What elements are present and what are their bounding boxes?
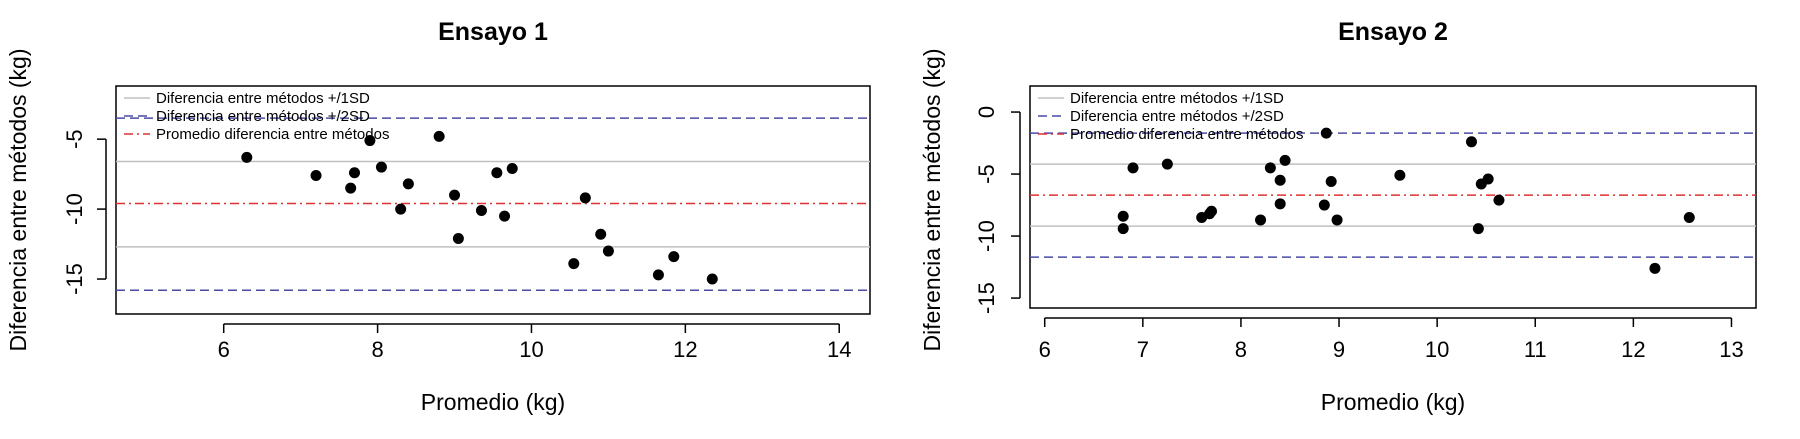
data-point [1117, 223, 1129, 235]
data-point [491, 167, 503, 179]
x-axis-label: Promedio (kg) [421, 389, 565, 415]
data-point [1325, 175, 1337, 187]
x-tick-label: 7 [1137, 337, 1149, 362]
x-tick-label: 6 [1039, 337, 1051, 362]
data-point [1206, 205, 1217, 217]
data-point [1117, 210, 1129, 222]
y-tick-label: -15 [974, 282, 999, 314]
legend: Diferencia entre métodos +/1SDDiferencia… [1038, 90, 1303, 143]
legend-entry: Diferencia entre métodos +/2SD [156, 108, 370, 125]
data-point [345, 182, 357, 194]
data-point [1274, 174, 1286, 186]
data-points [1117, 127, 1695, 274]
data-point [1465, 136, 1477, 148]
data-point [1127, 162, 1139, 174]
data-point [506, 163, 518, 175]
x-tick-label: 9 [1333, 337, 1345, 362]
y-tick-label: -5 [62, 129, 87, 149]
x-tick-label: 12 [673, 337, 697, 362]
data-point [1274, 198, 1286, 210]
data-point [310, 170, 322, 182]
data-point [449, 189, 461, 201]
plot-area [115, 85, 871, 315]
data-point [568, 258, 580, 270]
data-point [579, 192, 591, 204]
legend-entry: Diferencia entre métodos +/2SD [1070, 108, 1284, 125]
reference-lines [116, 117, 870, 291]
data-points [241, 130, 718, 285]
data-point [602, 245, 614, 257]
legend-entry: Diferencia entre métodos +/1SD [156, 90, 370, 107]
x-axis-label: Promedio (kg) [1321, 389, 1465, 415]
data-point [1482, 173, 1494, 185]
data-point [1318, 199, 1330, 211]
data-point [1279, 154, 1291, 166]
reference-lines [1030, 132, 1756, 258]
data-point [668, 251, 680, 263]
data-point [706, 273, 718, 285]
x-tick-label: 10 [519, 337, 543, 362]
y-tick-label: -15 [62, 263, 87, 295]
data-point [349, 167, 361, 179]
y-tick-label: -10 [62, 193, 87, 225]
x-tick-label: 8 [1235, 337, 1247, 362]
x-tick-label: 12 [1621, 337, 1645, 362]
x-tick-label: 10 [1425, 337, 1449, 362]
chart-ensayo-2: Ensayo 2 6 7 8 9 10 11 12 13 0 -5 -10 -15 Diferenc… [919, 18, 1757, 415]
x-tick-label: 8 [371, 337, 383, 362]
data-point [1331, 214, 1343, 226]
data-point [395, 203, 407, 215]
x-tick-label: 11 [1524, 337, 1547, 362]
legend-entry: Diferencia entre métodos +/1SD [1070, 90, 1284, 107]
data-point [452, 232, 464, 244]
legend-entry: Promedio diferencia entre métodos [1070, 126, 1303, 143]
data-point [595, 228, 607, 240]
x-axis: 6 8 10 12 14 [218, 323, 851, 362]
chart-ensayo-1: Ensayo 1 6 8 10 12 14 -5 -10 -15 Diferencia en… [5, 18, 871, 415]
data-point [1394, 169, 1406, 181]
legend: Diferencia entre métodos +/1SDDiferencia… [124, 90, 389, 143]
data-point [1255, 214, 1267, 226]
data-point [375, 161, 387, 173]
x-tick-label: 14 [827, 337, 851, 362]
legend-entry: Promedio diferencia entre métodos [156, 126, 389, 143]
plot-area [1029, 85, 1757, 309]
data-point [1493, 194, 1505, 206]
data-point [364, 135, 376, 147]
data-point [475, 204, 487, 216]
y-tick-label: 0 [974, 106, 999, 118]
chart-title: Ensayo 2 [1338, 18, 1448, 46]
y-axis-label: Diferencia entre métodos (kg) [919, 49, 945, 352]
data-point [652, 269, 664, 281]
x-axis: 6 7 8 9 10 11 12 13 [1039, 317, 1744, 362]
y-tick-label: -5 [974, 164, 999, 184]
chart-title: Ensayo 1 [438, 18, 548, 46]
data-point [1264, 162, 1276, 174]
data-point [241, 151, 253, 163]
data-point [1683, 211, 1695, 223]
y-axis: -5 -10 -15 [62, 129, 107, 295]
data-point [402, 178, 414, 190]
y-tick-label: -10 [974, 220, 999, 252]
data-point [433, 130, 445, 142]
x-tick-label: 6 [218, 337, 230, 362]
x-tick-label: 13 [1719, 337, 1743, 362]
data-point [1320, 127, 1332, 139]
data-point [499, 210, 511, 222]
data-point [1649, 262, 1661, 274]
data-point [1161, 158, 1173, 170]
data-point [1472, 223, 1484, 235]
y-axis-label: Diferencia entre métodos (kg) [5, 49, 31, 352]
y-axis: 0 -5 -10 -15 [974, 106, 1021, 314]
